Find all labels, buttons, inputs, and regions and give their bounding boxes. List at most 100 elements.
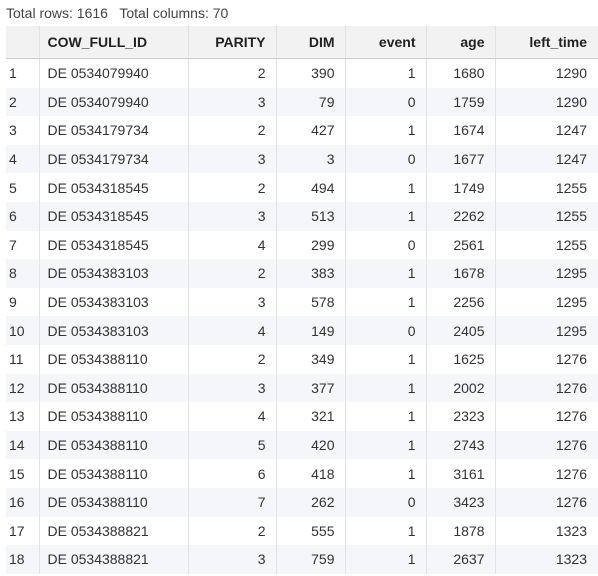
row-index-cell[interactable]: 14 [6,430,40,460]
table-row[interactable]: 13 DE 0534388110 4 321 1 2323 1276 [6,402,598,431]
left-time-cell[interactable]: 1295 [495,287,598,317]
event-cell[interactable]: 1 [345,287,427,317]
age-cell[interactable]: 2256 [426,287,496,317]
table-row[interactable]: 9 DE 0534383103 3 578 1 2256 1295 [6,287,598,317]
cow-full-id-cell[interactable]: DE 0534318545 [39,230,189,260]
table-row[interactable]: 1 DE 0534079940 2 390 1 1680 1290 [6,58,598,88]
left-time-cell[interactable]: 1276 [495,402,598,431]
age-cell[interactable]: 1749 [426,173,496,202]
table-row[interactable]: 2 DE 0534079940 3 79 0 1759 1290 [6,87,598,117]
left-time-cell[interactable]: 1290 [495,58,598,88]
left-time-cell[interactable]: 1255 [495,173,598,202]
event-cell[interactable]: 1 [345,373,427,403]
dim-cell[interactable]: 427 [276,116,346,145]
table-row[interactable]: 10 DE 0534383103 4 149 0 2405 1295 [6,316,598,345]
data-grid[interactable]: COW_FULL_ID PARITY DIM event age left_ti… [6,26,598,576]
table-row[interactable]: 18 DE 0534388821 3 759 1 2637 1323 [6,545,598,574]
dim-cell[interactable]: 262 [276,487,346,517]
age-cell[interactable]: 3423 [426,487,496,517]
age-cell[interactable]: 2561 [426,230,496,260]
column-header-parity[interactable]: PARITY [188,26,277,59]
table-row[interactable]: 6 DE 0534318545 3 513 1 2262 1255 [6,201,598,231]
event-cell[interactable]: 1 [345,402,427,431]
left-time-cell[interactable]: 1255 [495,230,598,260]
event-cell[interactable]: 1 [345,344,427,374]
parity-cell[interactable]: 3 [188,87,277,117]
cow-full-id-cell[interactable]: DE 0534318545 [39,173,189,202]
row-index-cell[interactable]: 8 [6,259,40,288]
left-time-cell[interactable]: 1247 [495,116,598,145]
parity-cell[interactable]: 3 [188,144,277,174]
row-index-cell[interactable]: 6 [6,201,40,231]
column-header-age[interactable]: age [426,26,496,59]
column-header-left-time[interactable]: left_time [495,26,598,59]
row-index-cell[interactable]: 12 [6,373,40,403]
parity-cell[interactable]: 2 [188,516,277,546]
dim-cell[interactable]: 383 [276,259,346,288]
row-index-cell[interactable]: 7 [6,230,40,260]
left-time-cell[interactable]: 1276 [495,430,598,460]
table-row[interactable]: 11 DE 0534388110 2 349 1 1625 1276 [6,344,598,374]
parity-cell[interactable]: 2 [188,116,277,145]
age-cell[interactable]: 2323 [426,402,496,431]
left-time-cell[interactable]: 1290 [495,87,598,117]
cow-full-id-cell[interactable]: DE 0534388821 [39,545,189,574]
dim-cell[interactable]: 299 [276,230,346,260]
row-index-cell[interactable]: 1 [6,58,40,88]
row-index-cell[interactable]: 5 [6,173,40,202]
parity-cell[interactable]: 2 [188,259,277,288]
row-index-cell[interactable]: 18 [6,545,40,574]
cow-full-id-cell[interactable]: DE 0534179734 [39,144,189,174]
dim-cell[interactable]: 759 [276,545,346,574]
column-header-index[interactable] [6,26,40,59]
row-index-cell[interactable]: 16 [6,487,40,517]
left-time-cell[interactable]: 1255 [495,201,598,231]
cow-full-id-cell[interactable]: DE 0534079940 [39,58,189,88]
table-row[interactable]: 8 DE 0534383103 2 383 1 1678 1295 [6,259,598,288]
row-index-cell[interactable]: 11 [6,344,40,374]
event-cell[interactable]: 1 [345,516,427,546]
dim-cell[interactable]: 321 [276,402,346,431]
parity-cell[interactable]: 3 [188,373,277,403]
event-cell[interactable]: 1 [345,58,427,88]
cow-full-id-cell[interactable]: DE 0534388821 [39,516,189,546]
parity-cell[interactable]: 2 [188,344,277,374]
dim-cell[interactable]: 149 [276,316,346,345]
cow-full-id-cell[interactable]: DE 0534388110 [39,487,189,517]
event-cell[interactable]: 1 [345,459,427,488]
cow-full-id-cell[interactable]: DE 0534318545 [39,201,189,231]
table-row[interactable]: 16 DE 0534388110 7 262 0 3423 1276 [6,487,598,517]
cow-full-id-cell[interactable]: DE 0534388110 [39,430,189,460]
parity-cell[interactable]: 4 [188,316,277,345]
left-time-cell[interactable]: 1276 [495,344,598,374]
dim-cell[interactable]: 420 [276,430,346,460]
parity-cell[interactable]: 2 [188,173,277,202]
row-index-cell[interactable]: 10 [6,316,40,345]
table-row[interactable]: 12 DE 0534388110 3 377 1 2002 1276 [6,373,598,403]
column-header-cow-full-id[interactable]: COW_FULL_ID [39,26,189,59]
age-cell[interactable]: 2405 [426,316,496,345]
cow-full-id-cell[interactable]: DE 0534079940 [39,87,189,117]
dim-cell[interactable]: 418 [276,459,346,488]
left-time-cell[interactable]: 1276 [495,487,598,517]
column-header-dim[interactable]: DIM [276,26,346,59]
dim-cell[interactable]: 79 [276,87,346,117]
event-cell[interactable]: 1 [345,116,427,145]
row-index-cell[interactable]: 2 [6,87,40,117]
event-cell[interactable]: 0 [345,144,427,174]
cow-full-id-cell[interactable]: DE 0534383103 [39,287,189,317]
age-cell[interactable]: 3161 [426,459,496,488]
dim-cell[interactable]: 494 [276,173,346,202]
age-cell[interactable]: 1625 [426,344,496,374]
age-cell[interactable]: 1674 [426,116,496,145]
age-cell[interactable]: 2743 [426,430,496,460]
left-time-cell[interactable]: 1276 [495,459,598,488]
event-cell[interactable]: 0 [345,230,427,260]
left-time-cell[interactable]: 1323 [495,516,598,546]
parity-cell[interactable]: 6 [188,459,277,488]
column-header-event[interactable]: event [345,26,427,59]
cow-full-id-cell[interactable]: DE 0534388110 [39,459,189,488]
age-cell[interactable]: 2002 [426,373,496,403]
cow-full-id-cell[interactable]: DE 0534388110 [39,344,189,374]
parity-cell[interactable]: 2 [188,58,277,88]
